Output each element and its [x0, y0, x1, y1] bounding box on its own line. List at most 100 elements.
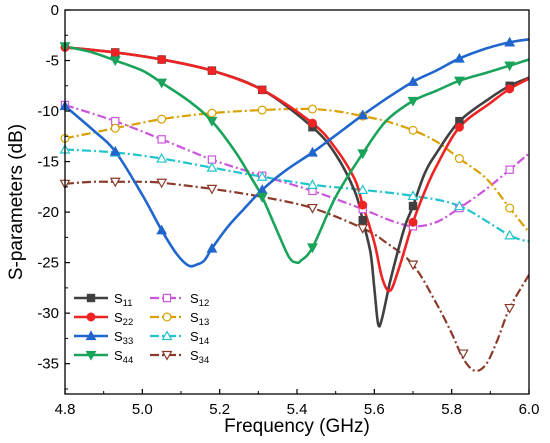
data-point-s44: [206, 117, 218, 127]
data-point-s13: [307, 104, 317, 114]
data-point-s33: [504, 36, 516, 47]
data-point-s34: [407, 260, 419, 271]
data-point-s22: [110, 47, 120, 57]
data-point-s33: [357, 109, 369, 120]
legend-label: S13: [190, 310, 209, 328]
data-point-s13: [157, 114, 167, 124]
legend-item-s13: S13: [150, 310, 209, 328]
data-point-s12: [157, 135, 166, 144]
data-point-s22: [505, 84, 515, 94]
y-tick-label: -5: [46, 53, 59, 70]
data-point-s34: [109, 177, 121, 188]
data-point-s34: [504, 303, 516, 314]
data-point-s44: [307, 243, 318, 254]
data-point-s34: [307, 203, 318, 214]
y-axis: 0 -5 -10 -15 -20 -25 -30 -35: [37, 2, 70, 390]
legend-marker: [86, 312, 96, 322]
series-line-s13: [65, 107, 529, 233]
data-point-s22: [454, 122, 464, 132]
data-point-s22: [358, 200, 368, 210]
legend-label: S34: [190, 348, 209, 366]
legend-item-s34: S34: [150, 348, 209, 366]
legend-label: S44: [114, 348, 133, 366]
data-point-s14: [206, 162, 218, 172]
series-line-s22: [65, 46, 529, 293]
legend-label: S14: [190, 329, 209, 347]
series-line-s34: [65, 180, 529, 373]
data-point-s44: [156, 78, 168, 89]
data-point-s14: [307, 179, 318, 189]
legend-marker: [161, 330, 173, 341]
data-point-s44: [109, 56, 121, 67]
y-axis-title: S-parameters (dB): [6, 124, 27, 280]
data-point-s22: [157, 55, 167, 65]
data-point-s14: [256, 171, 268, 181]
x-tick-label: 6.0: [519, 401, 540, 418]
data-point-s13: [110, 123, 120, 133]
data-point-s44: [357, 149, 369, 160]
x-tick-label: 5.2: [209, 401, 230, 418]
legend-label: S12: [190, 291, 209, 309]
legend-marker: [161, 350, 173, 361]
y-tick-label: -35: [37, 356, 59, 373]
data-point-s33: [407, 76, 419, 86]
data-point-s22: [307, 118, 317, 128]
series-line-s33: [65, 38, 529, 268]
data-point-s13: [454, 154, 464, 164]
x-tick-label: 5.8: [441, 401, 462, 418]
data-point-s34: [156, 178, 168, 189]
legend-marker: [85, 330, 97, 341]
data-point-s34: [206, 184, 218, 195]
data-point-s33: [109, 145, 121, 156]
legend-item-s22: S22: [74, 310, 133, 328]
legend-marker: [162, 293, 172, 303]
y-tick-label: -15: [37, 154, 59, 171]
data-point-s13: [257, 105, 267, 115]
x-tick-label: 5.6: [364, 401, 385, 418]
data-point-s33: [156, 224, 168, 235]
data-point-s14: [504, 229, 516, 240]
y-tick-label: 0: [51, 2, 59, 19]
legend-marker: [162, 312, 172, 322]
x-axis: 4.8 5.0 5.2 5.4 5.6 5.8 6.0: [55, 389, 540, 418]
y-tick-label: -30: [37, 305, 59, 322]
legend-marker: [85, 350, 97, 361]
y-tick-label: -20: [37, 204, 59, 221]
legend-label: S33: [114, 329, 133, 347]
legend-item-s14: S14: [150, 329, 209, 347]
data-point-s44: [407, 96, 419, 107]
x-axis-title: Frequency (GHz): [224, 416, 370, 437]
data-point-s13: [207, 108, 217, 118]
data-point-s22: [408, 217, 418, 227]
data-point-s34: [457, 349, 469, 360]
data-point-s14: [357, 184, 369, 194]
data-point-s33: [206, 242, 218, 253]
data-point-s14: [407, 190, 419, 201]
legend-item-s33: S33: [74, 329, 133, 347]
x-tick-label: 4.8: [55, 401, 76, 418]
y-tick-label: -10: [37, 103, 59, 120]
y-tick-label: -25: [37, 255, 59, 272]
legend-marker: [86, 293, 96, 303]
data-point-s33: [307, 146, 318, 157]
data-point-s22: [257, 85, 267, 95]
legend-label: S11: [114, 291, 133, 309]
legend-label: S22: [114, 310, 133, 328]
data-point-s44: [453, 76, 465, 87]
data-point-s22: [207, 66, 217, 76]
data-point-s14: [453, 200, 465, 211]
legend-item-s11: S11: [74, 291, 133, 309]
legend-item-s12: S12: [150, 291, 209, 309]
data-point-s14: [156, 152, 168, 163]
data-point-s13: [505, 203, 515, 213]
data-point-s33: [453, 52, 465, 63]
data-point-s12: [505, 165, 514, 174]
data-point-s44: [256, 192, 268, 203]
data-point-s11: [358, 215, 367, 225]
x-tick-label: 5.0: [132, 401, 153, 418]
data-point-s12: [111, 116, 120, 126]
data-point-s11: [408, 201, 418, 211]
